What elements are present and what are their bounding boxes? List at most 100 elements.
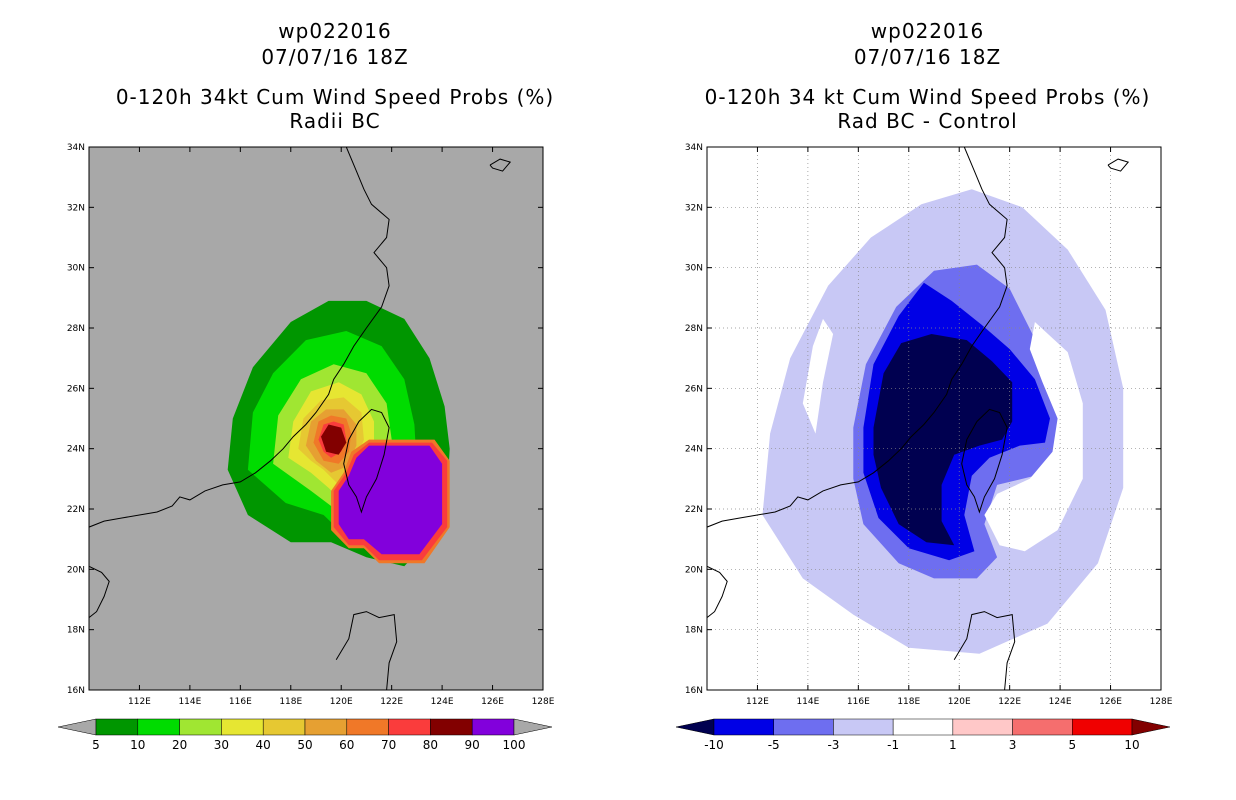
x-tick-label: 112E bbox=[128, 697, 151, 707]
coastline bbox=[961, 408, 1008, 514]
left-storm-id: wp022016 bbox=[278, 19, 392, 43]
x-tick-label: 122E bbox=[380, 697, 403, 707]
right-storm-id: wp022016 bbox=[870, 19, 985, 43]
y-tick-label: 18N bbox=[67, 626, 85, 636]
x-tick-label: 114E bbox=[796, 697, 819, 707]
colorbar-label: 5 bbox=[1068, 738, 1076, 752]
x-tick-label: 128E bbox=[532, 697, 555, 707]
y-tick-label: 18N bbox=[685, 626, 703, 636]
x-tick-label: 116E bbox=[847, 697, 870, 707]
contour-level-minus-1 bbox=[802, 318, 834, 434]
colorbar-label: 20 bbox=[172, 738, 187, 752]
colorbar: -10 -5 -3 -1 1 3 5 10 bbox=[675, 718, 1171, 752]
y-tick-label: 34N bbox=[67, 143, 85, 153]
right-map-chart: 112E 114E 116E 118E 120E 122E 124E 126E 128E 16N 1… bbox=[675, 143, 1173, 752]
colorbar-label: 40 bbox=[256, 738, 271, 752]
y-tick-label: 16N bbox=[685, 686, 703, 696]
right-chart-title: 0-120h 34 kt Cum Wind Speed Probs (%) bbox=[704, 85, 1151, 109]
grid-lines bbox=[707, 147, 1161, 690]
colorbar-swatch bbox=[137, 718, 180, 736]
probability-contours bbox=[227, 300, 450, 567]
plot-frame bbox=[88, 146, 544, 691]
y-tick-label: 20N bbox=[685, 565, 703, 575]
contour-level-80 bbox=[321, 424, 347, 455]
y-tick-label: 28N bbox=[67, 324, 85, 334]
colorbar-swatch bbox=[179, 718, 222, 736]
y-tick-label: 26N bbox=[685, 384, 703, 394]
x-tick-label: 124E bbox=[1049, 697, 1072, 707]
colorbar-label: 1 bbox=[949, 738, 957, 752]
colorbar-swatch bbox=[471, 718, 515, 736]
coastline bbox=[343, 408, 390, 514]
colorbar-swatch bbox=[833, 718, 894, 736]
colorbar-swatch bbox=[1012, 718, 1073, 736]
left-chart-subtitle: Radii BC bbox=[289, 109, 381, 133]
colorbar-swatch bbox=[388, 718, 431, 736]
x-tick-label: 118E bbox=[279, 697, 302, 707]
colorbar-label: -3 bbox=[827, 738, 839, 752]
x-tick-label: 116E bbox=[229, 697, 252, 707]
y-tick-label: 24N bbox=[685, 445, 703, 455]
colorbar-label: 90 bbox=[465, 738, 480, 752]
left-date: 07/07/16 18Z bbox=[261, 45, 409, 69]
colorbar-swatch bbox=[95, 718, 139, 736]
colorbar-extend-low bbox=[675, 718, 715, 736]
y-tick-label: 20N bbox=[67, 565, 85, 575]
coastline bbox=[707, 565, 728, 618]
x-tick-label: 126E bbox=[481, 697, 504, 707]
coastline bbox=[707, 147, 1008, 528]
colorbar-swatch bbox=[346, 718, 389, 736]
colorbar-label: 30 bbox=[214, 738, 229, 752]
colorbar-label: -10 bbox=[704, 738, 724, 752]
colorbar-label: 5 bbox=[92, 738, 100, 752]
contour-level-99 bbox=[338, 445, 443, 555]
colorbar-label: 3 bbox=[1009, 738, 1017, 752]
colorbar-swatch bbox=[1072, 718, 1133, 736]
coastline bbox=[89, 565, 110, 618]
x-tick-label: 118E bbox=[897, 697, 920, 707]
contour-level-minus-1 bbox=[984, 322, 1083, 552]
colorbar-swatch bbox=[430, 718, 473, 736]
y-tick-label: 30N bbox=[685, 264, 703, 274]
colorbar-label: -5 bbox=[768, 738, 780, 752]
x-tick-label: 120E bbox=[948, 697, 971, 707]
y-tick-label: 26N bbox=[67, 384, 85, 394]
x-tick-label: 112E bbox=[746, 697, 769, 707]
y-tick-label: 32N bbox=[67, 203, 85, 213]
coastline bbox=[335, 611, 398, 690]
x-tick-label: 120E bbox=[330, 697, 353, 707]
coastlines bbox=[89, 147, 512, 690]
x-tick-label: 114E bbox=[178, 697, 201, 707]
axis-ticks: 112E 114E 116E 118E 120E 122E 124E 126E 128E 16N 1… bbox=[67, 143, 555, 707]
right-chart-subtitle: Rad BC - Control bbox=[837, 109, 1018, 133]
y-tick-label: 22N bbox=[67, 505, 85, 515]
y-tick-label: 28N bbox=[685, 324, 703, 334]
colorbar-swatch bbox=[221, 718, 264, 736]
colorbar-swatch bbox=[773, 718, 834, 736]
colorbar: 5 10 20 30 40 50 60 70 80 90 100 bbox=[57, 718, 553, 752]
y-tick-label: 30N bbox=[67, 264, 85, 274]
right-date: 07/07/16 18Z bbox=[853, 45, 1002, 69]
left-chart-title: 0-120h 34kt Cum Wind Speed Probs (%) bbox=[115, 85, 555, 109]
colorbar-extend-high bbox=[1131, 718, 1171, 736]
colorbar-label: 70 bbox=[381, 738, 396, 752]
y-tick-label: 16N bbox=[67, 686, 85, 696]
y-tick-label: 22N bbox=[685, 505, 703, 515]
coastline bbox=[1107, 158, 1130, 172]
colorbar-swatch bbox=[304, 718, 348, 736]
colorbar-label: 50 bbox=[297, 738, 312, 752]
contour-level-minus-10 bbox=[873, 334, 1013, 546]
y-tick-label: 32N bbox=[685, 203, 703, 213]
coastline bbox=[953, 611, 1016, 690]
colorbar-label: 60 bbox=[339, 738, 354, 752]
axis-ticks: 112E 114E 116E 118E 120E 122E 124E 126E 128E 16N 1… bbox=[685, 143, 1173, 707]
left-map-chart: 112E 114E 116E 118E 120E 122E 124E 126E 128E 16N 1… bbox=[57, 143, 555, 752]
coastline bbox=[489, 158, 512, 172]
coastline bbox=[89, 147, 390, 528]
colorbar-swatch bbox=[262, 718, 306, 736]
colorbar-swatch bbox=[952, 718, 1013, 736]
y-tick-label: 34N bbox=[685, 143, 703, 153]
colorbar-swatch bbox=[892, 718, 954, 736]
colorbar-swatch bbox=[713, 718, 774, 736]
colorbar-label: 100 bbox=[503, 738, 526, 752]
